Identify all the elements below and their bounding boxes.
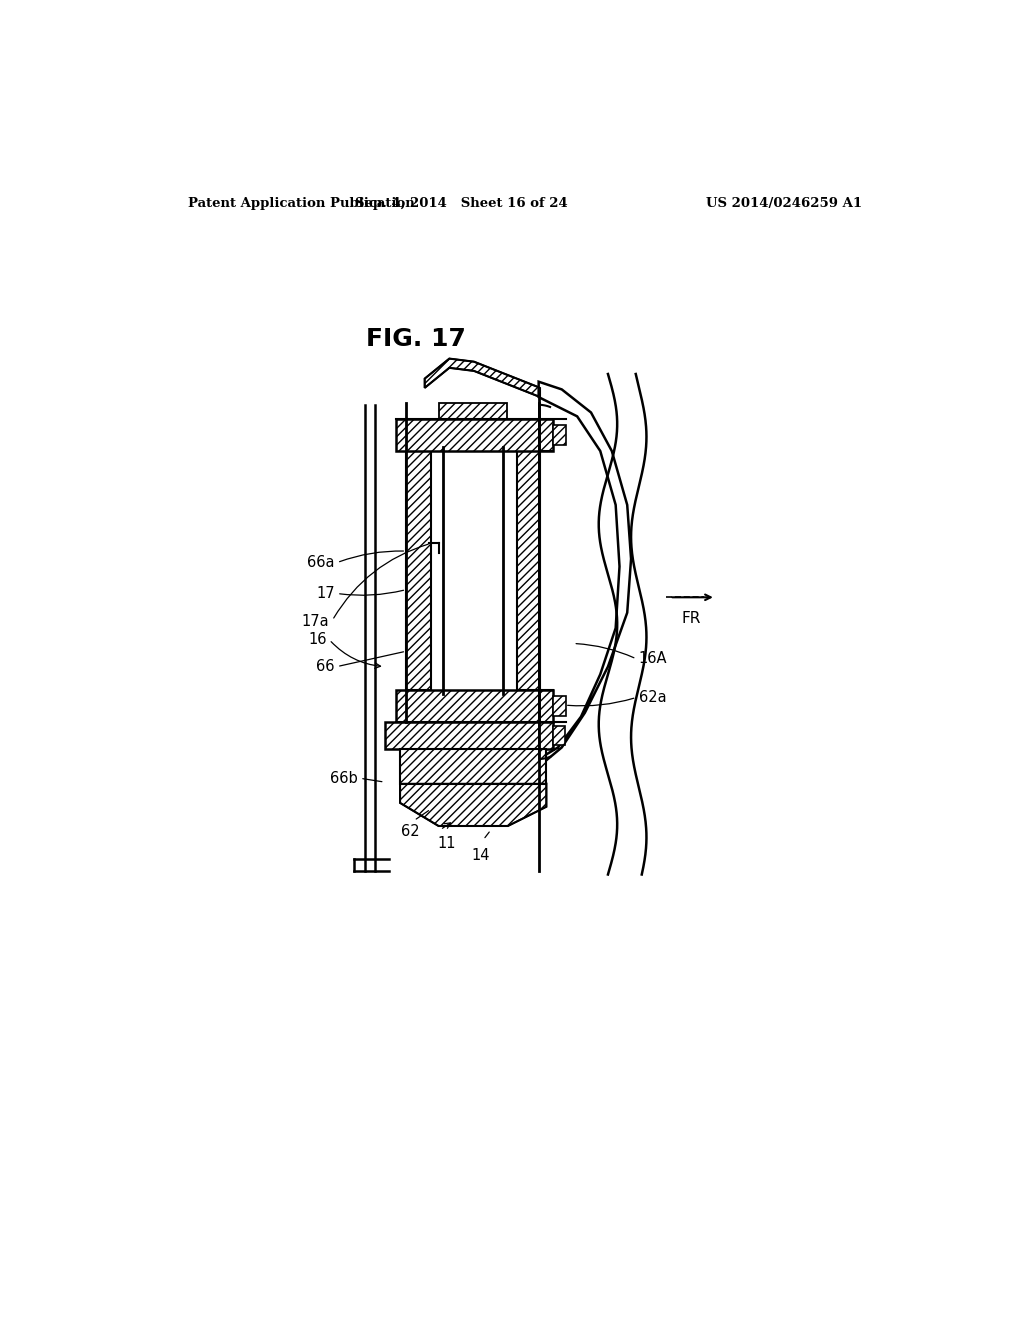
Bar xyxy=(396,689,553,722)
Text: 17a: 17a xyxy=(302,614,330,630)
Text: Patent Application Publication: Patent Application Publication xyxy=(188,197,415,210)
Bar xyxy=(385,722,553,748)
Text: 16: 16 xyxy=(308,632,327,647)
Polygon shape xyxy=(400,784,547,826)
Text: 62a: 62a xyxy=(639,690,667,705)
Bar xyxy=(439,722,507,738)
Bar xyxy=(407,451,431,689)
Polygon shape xyxy=(539,381,631,767)
Bar xyxy=(396,418,553,451)
Bar xyxy=(553,696,566,715)
Text: 66b: 66b xyxy=(330,771,357,785)
Text: 62: 62 xyxy=(400,825,420,840)
Text: FIG. 17: FIG. 17 xyxy=(366,327,465,351)
Text: 66a: 66a xyxy=(307,556,335,570)
Text: US 2014/0246259 A1: US 2014/0246259 A1 xyxy=(706,197,862,210)
Bar xyxy=(439,404,507,418)
Bar xyxy=(553,425,566,445)
Text: 66: 66 xyxy=(316,659,335,675)
Text: FR: FR xyxy=(681,611,700,626)
Polygon shape xyxy=(425,359,541,397)
Bar xyxy=(400,748,547,784)
Text: 17: 17 xyxy=(316,586,335,601)
Text: 11: 11 xyxy=(437,836,456,851)
Bar xyxy=(517,451,541,689)
Text: 14: 14 xyxy=(472,847,490,862)
Text: Sep. 4, 2014   Sheet 16 of 24: Sep. 4, 2014 Sheet 16 of 24 xyxy=(355,197,568,210)
Bar xyxy=(553,726,565,744)
Text: 16A: 16A xyxy=(639,651,668,667)
